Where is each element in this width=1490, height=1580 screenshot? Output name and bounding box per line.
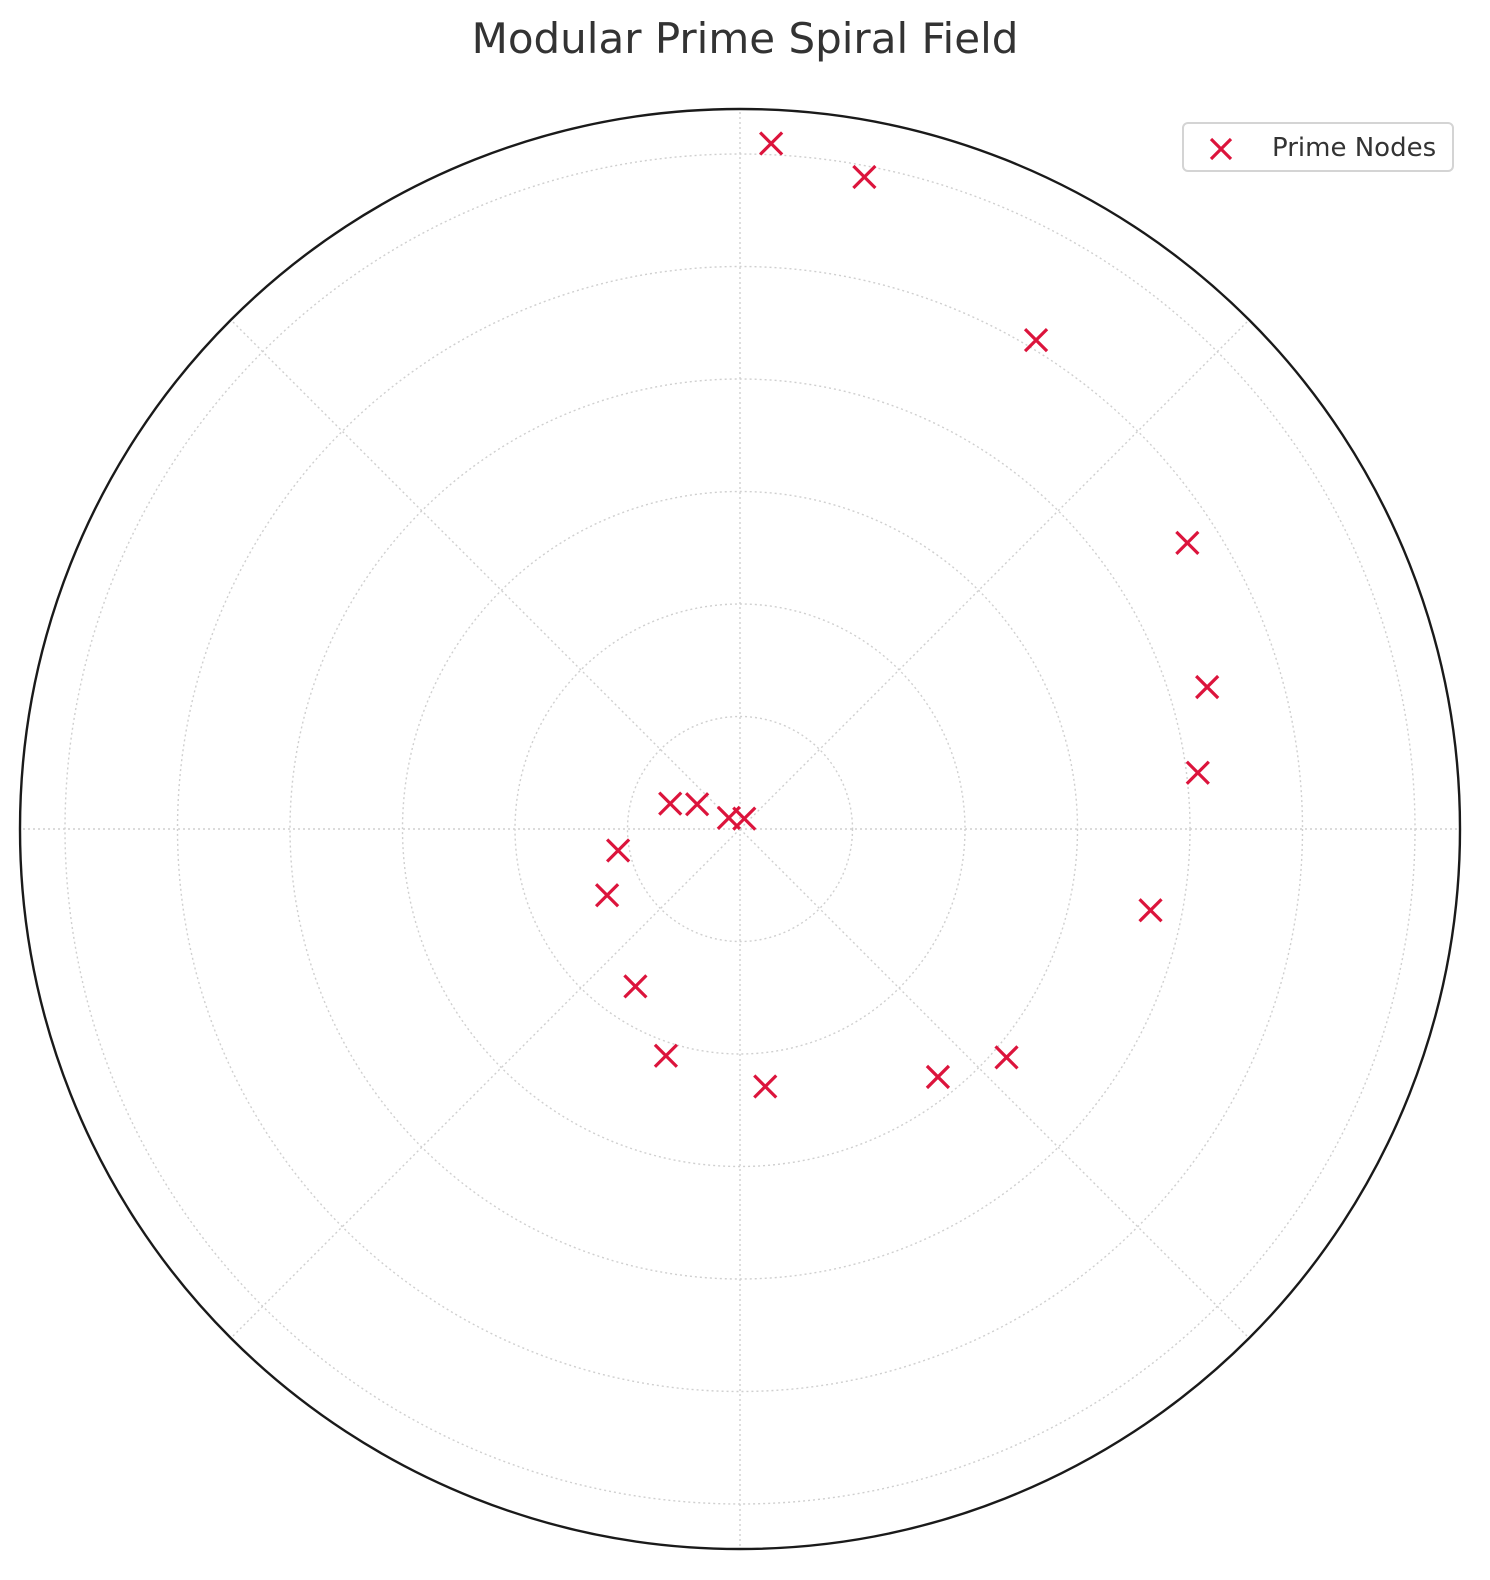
legend: Prime Nodes [1182, 122, 1454, 172]
prime-node-point-18 [758, 131, 784, 156]
prime-node-point-17 [852, 164, 877, 190]
polar-frame [18, 107, 1462, 1551]
theta-gridline-225 [230, 828, 741, 1339]
prime-node-point-16 [1023, 328, 1049, 353]
prime-node-point-10 [925, 1064, 951, 1090]
legend-marker-x-icon [1209, 137, 1233, 161]
polar-outer-frame [18, 107, 1462, 1551]
chart-title: Modular Prime Spiral Field [471, 14, 1019, 63]
prime-node-point-2 [716, 805, 741, 830]
polar-grid [20, 109, 1460, 1549]
prime-node-point-7 [623, 974, 648, 999]
prime-node-point-11 [994, 1045, 1019, 1070]
prime-node-point-4 [685, 792, 710, 817]
prime-node-point-12 [1138, 898, 1163, 923]
prime-node-point-14 [1195, 674, 1220, 700]
r-gridline-15 [401, 490, 1079, 1168]
prime-node-point-3 [658, 791, 683, 816]
theta-gridline-135 [230, 319, 741, 830]
theta-gridline-45 [739, 319, 1250, 830]
prime-node-point-15 [1175, 530, 1200, 556]
prime-node-point-6 [594, 883, 620, 908]
r-gridline-5 [626, 715, 854, 943]
prime-node-point-8 [653, 1043, 679, 1068]
theta-gridline-315 [739, 828, 1250, 1339]
prime-node-point-5 [605, 838, 631, 863]
legend-label: Prime Nodes [1272, 133, 1437, 163]
prime-node-point-9 [753, 1074, 778, 1099]
prime-node-point-13 [1185, 760, 1210, 785]
r-gridline-25 [176, 265, 1304, 1393]
data-points [594, 131, 1220, 1099]
